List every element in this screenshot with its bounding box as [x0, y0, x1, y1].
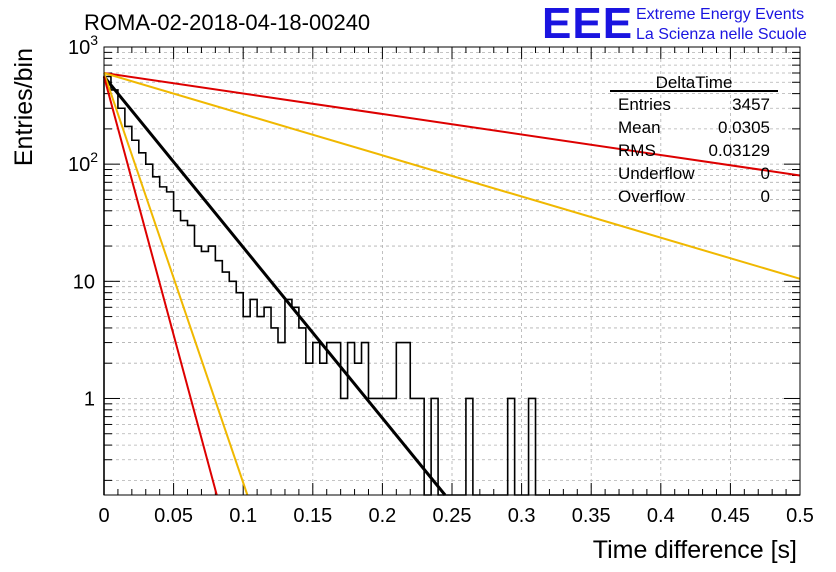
stats-value: 0.0305: [718, 118, 770, 137]
stats-value: 0: [761, 187, 770, 206]
stats-box: DeltaTime Entries 3457 Mean 0.0305 RMS 0.0312…: [610, 73, 778, 206]
fit-line-1: [102, 75, 447, 496]
logo-line-2: La Scienza nelle Scuole: [636, 26, 807, 43]
x-axis-label: Time difference [s]: [593, 536, 797, 564]
x-tick-label: 0.1: [229, 505, 257, 527]
x-tick-labels: 0 0.05 0.1 0.15 0.2 0.25 0.3 0.35 0.4 0.45 0.5: [98, 505, 813, 527]
stats-value: 0: [761, 164, 770, 183]
fit-line-2: [103, 72, 801, 177]
fit-line-3: [103, 72, 801, 280]
y-tick-label: 103: [68, 32, 98, 59]
y-tick-label: 10: [73, 271, 95, 293]
plot-frame: [103, 46, 801, 496]
x-tick-label: 0.25: [433, 505, 472, 527]
eee-logo: EEE: [542, 0, 634, 48]
fit-line-4: [103, 72, 249, 496]
grid: [104, 47, 800, 495]
x-tick-label: 0.35: [572, 505, 611, 527]
chart-title: ROMA-02-2018-04-18-00240: [84, 10, 371, 35]
x-tick-label: 0.45: [711, 505, 750, 527]
x-tick-label: 0.3: [508, 505, 536, 527]
y-axis-label: Entries/bin: [10, 48, 38, 166]
stats-label: Underflow: [618, 164, 695, 183]
y-tick-label: 102: [68, 149, 98, 176]
fit-line-5: [103, 76, 218, 496]
stats-label: RMS: [618, 141, 656, 160]
y-tick-labels: 1 10 102 103: [68, 32, 98, 410]
stats-title: DeltaTime: [656, 73, 733, 92]
y-tick-label: 1: [84, 388, 95, 410]
fit-lines: [102, 72, 801, 496]
x-tick-label: 0: [98, 505, 109, 527]
stats-rows: Entries 3457 Mean 0.0305 RMS 0.03129 Underflow…: [618, 95, 770, 206]
stats-label: Entries: [618, 95, 671, 114]
logo-line-1: Extreme Energy Events: [636, 6, 805, 23]
stats-value: 3457: [732, 95, 770, 114]
stats-value: 0.03129: [709, 141, 770, 160]
stats-label: Mean: [618, 118, 661, 137]
stats-label: Overflow: [618, 187, 686, 206]
logo-text: Extreme Energy Events La Scienza nelle S…: [636, 5, 807, 45]
x-tick-label: 0.2: [368, 505, 396, 527]
x-tick-label: 0.5: [786, 505, 814, 527]
x-tick-label: 0.4: [647, 505, 675, 527]
x-tick-label: 0.05: [154, 505, 193, 527]
x-tick-label: 0.15: [293, 505, 332, 527]
